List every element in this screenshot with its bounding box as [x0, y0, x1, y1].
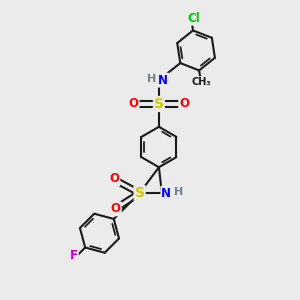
Text: S: S	[154, 97, 164, 111]
Text: CH₃: CH₃	[191, 77, 211, 87]
Text: N: N	[158, 74, 168, 87]
Text: O: O	[111, 202, 121, 215]
Text: Cl: Cl	[187, 12, 200, 25]
Text: N: N	[161, 187, 171, 200]
Text: H: H	[147, 74, 156, 84]
Text: S: S	[135, 186, 145, 200]
Text: O: O	[179, 98, 189, 110]
Text: O: O	[109, 172, 119, 185]
Text: H: H	[174, 187, 183, 196]
Text: F: F	[70, 249, 78, 262]
Text: O: O	[129, 98, 139, 110]
